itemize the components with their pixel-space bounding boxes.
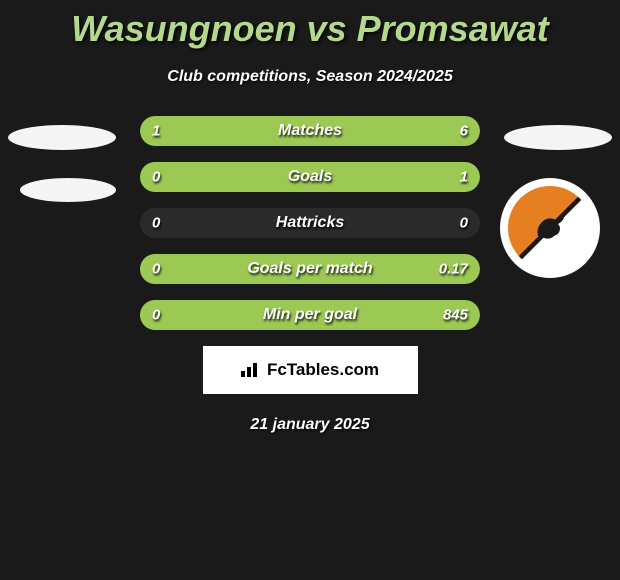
- stat-value-left: 0: [152, 307, 160, 324]
- stat-label: Matches: [278, 122, 342, 140]
- stat-value-right: 6: [460, 123, 468, 140]
- stat-value-right: 0.17: [439, 261, 468, 278]
- date-label: 21 january 2025: [0, 416, 620, 434]
- club-name-label: CHIANGRAI: [500, 259, 600, 266]
- stat-label: Goals: [288, 168, 332, 186]
- stat-bar-min-per-goal: 0 Min per goal 845: [140, 300, 480, 330]
- brand-text: FcTables.com: [267, 360, 379, 380]
- stat-bar-goals: 0 Goals 1: [140, 162, 480, 192]
- stat-bar-hattricks: 0 Hattricks 0: [140, 208, 480, 238]
- stat-fill-left: [140, 116, 188, 146]
- ram-icon: [530, 208, 570, 248]
- season-subtitle: Club competitions, Season 2024/2025: [0, 68, 620, 86]
- stat-value-left: 0: [152, 261, 160, 278]
- stat-label: Hattricks: [276, 214, 344, 232]
- brand-box[interactable]: FcTables.com: [203, 346, 418, 394]
- club-badge-inner: [508, 186, 592, 270]
- player-left-avatar-2: [20, 178, 116, 202]
- comparison-title: Wasungnoen vs Promsawat: [0, 0, 620, 50]
- stat-value-right: 845: [443, 307, 468, 324]
- stat-value-left: 0: [152, 215, 160, 232]
- stat-bar-matches: 1 Matches 6: [140, 116, 480, 146]
- stat-value-left: 1: [152, 123, 160, 140]
- stat-value-right: 0: [460, 215, 468, 232]
- club-badge: CHIANGRAI: [500, 178, 600, 278]
- stat-value-right: 1: [460, 169, 468, 186]
- stat-value-left: 0: [152, 169, 160, 186]
- stat-label: Min per goal: [263, 306, 357, 324]
- stat-bar-goals-per-match: 0 Goals per match 0.17: [140, 254, 480, 284]
- stat-label: Goals per match: [247, 260, 372, 278]
- player-left-avatar-1: [8, 125, 116, 150]
- player-right-avatar-1: [504, 125, 612, 150]
- chart-icon: [241, 363, 261, 377]
